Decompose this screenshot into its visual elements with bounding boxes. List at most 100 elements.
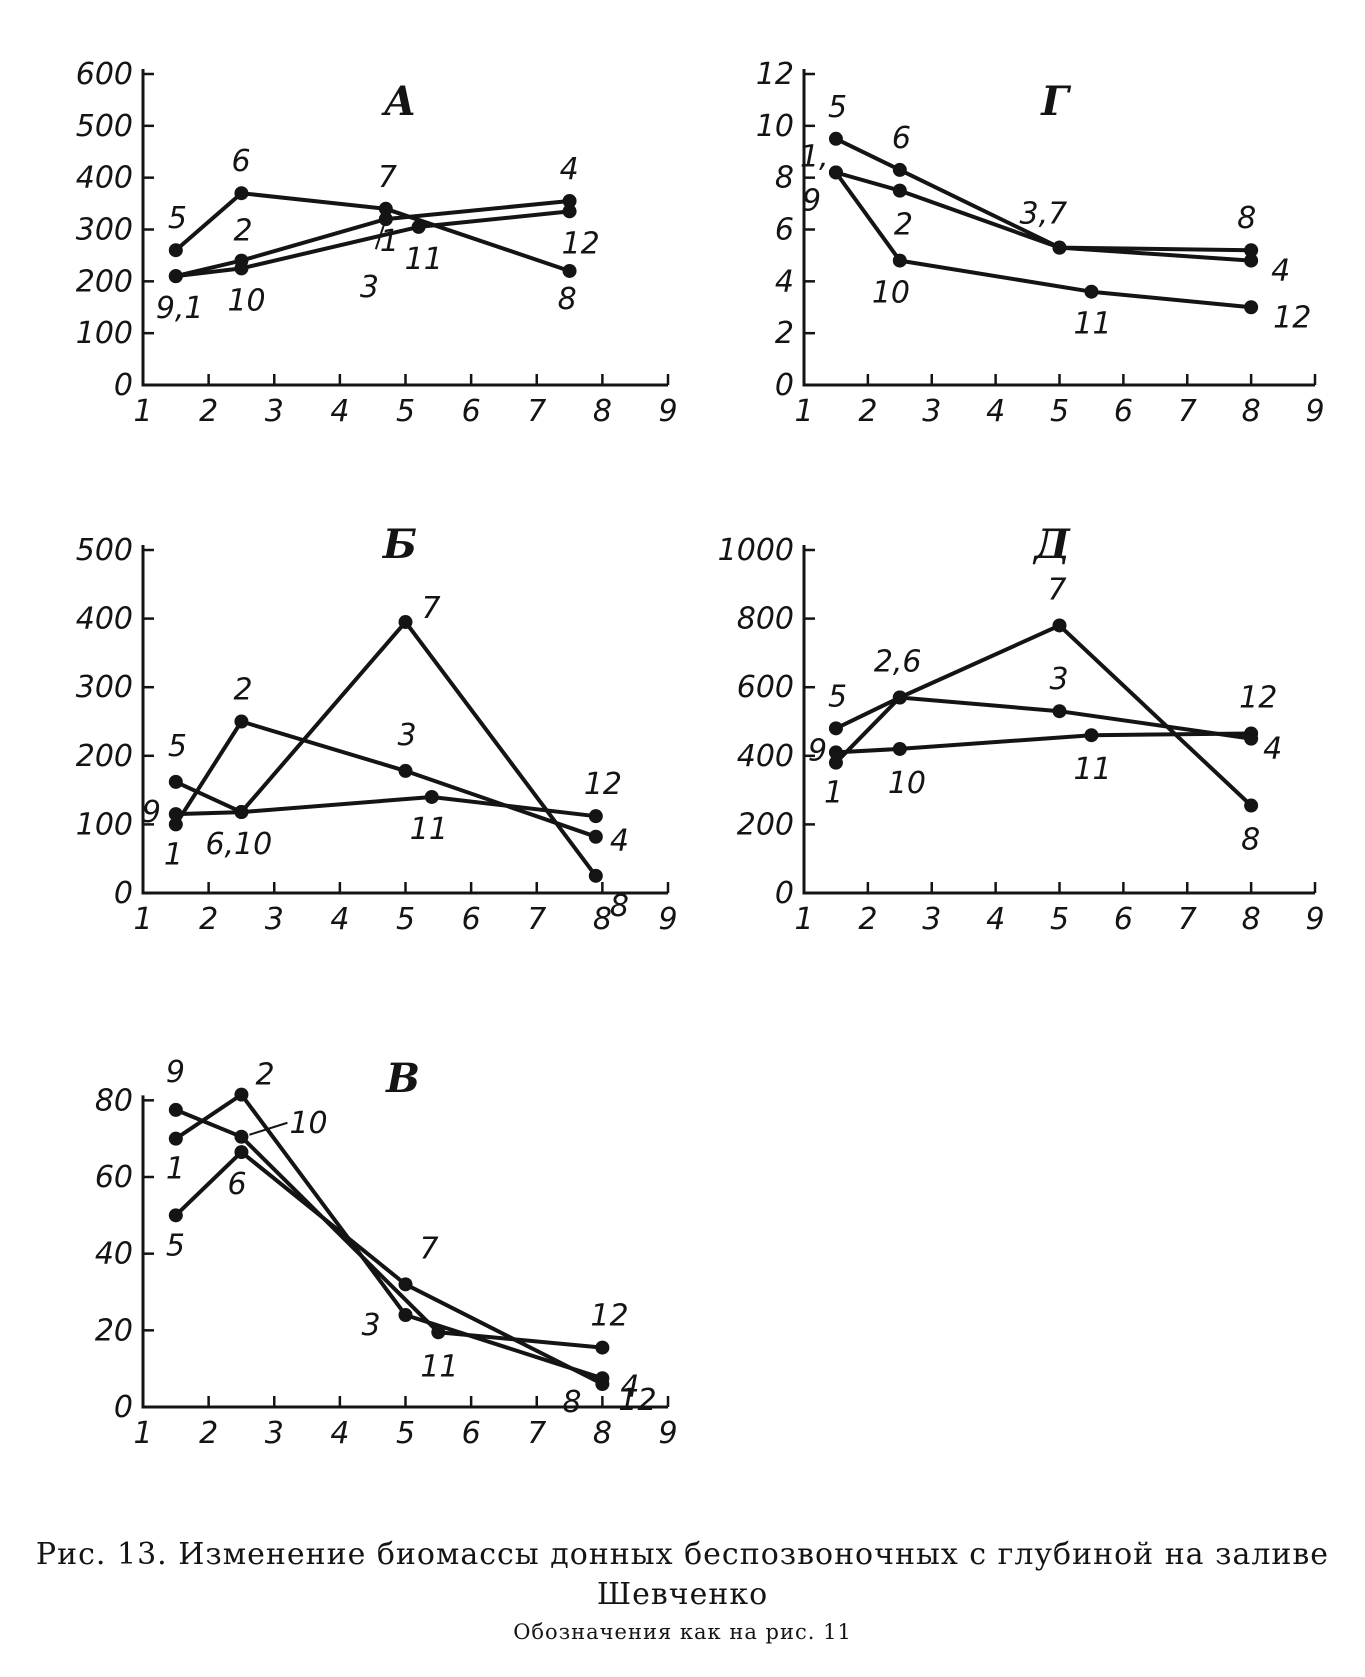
data-point	[588, 868, 603, 883]
y-tick-label: 100	[76, 807, 133, 842]
series-line-3	[175, 1108, 603, 1350]
point-label: 9,1	[156, 291, 204, 326]
x-tick-label: 7	[1178, 902, 1197, 937]
point-label: 3	[398, 718, 417, 753]
y-tick-label: 800	[737, 602, 794, 637]
data-point	[892, 183, 907, 198]
point-label: 1,	[800, 139, 829, 174]
data-point	[168, 1102, 183, 1117]
point-label: 7	[420, 1231, 439, 1266]
point-label: 10	[888, 766, 926, 801]
point-label: 4	[1263, 732, 1282, 767]
data-point	[168, 817, 183, 832]
point-label: 7	[378, 160, 397, 195]
data-point	[168, 1208, 183, 1223]
data-point	[398, 1308, 413, 1322]
point-label: 5	[168, 201, 187, 236]
y-tick-label: 600	[76, 57, 133, 92]
figure-note: Обозначения как на рис. 11	[513, 1620, 852, 1644]
x-tick-label: 5	[396, 1416, 415, 1451]
y-tick-label: 600	[737, 670, 794, 705]
series-line-3	[834, 171, 1252, 310]
point-label: 9	[166, 1055, 185, 1090]
y-tick-label: 80	[95, 1083, 133, 1118]
point-label: 6	[227, 1167, 246, 1202]
series-line-3	[175, 209, 570, 279]
point-label: 2,6	[874, 644, 922, 679]
panel-letter: В	[385, 1055, 420, 1102]
point-label: 12	[618, 1383, 656, 1418]
series-line-2	[835, 137, 1252, 253]
point-label: 8	[1241, 823, 1260, 858]
data-point	[168, 1131, 183, 1146]
x-tick-label: 3	[265, 1416, 284, 1451]
data-point	[828, 131, 843, 146]
y-tick-label: 10	[756, 109, 794, 144]
point-label: 12	[584, 767, 622, 802]
data-point	[1244, 253, 1259, 268]
x-tick-label: 4	[330, 394, 349, 429]
leader-line	[249, 1121, 288, 1136]
point-label: 11	[420, 1349, 458, 1384]
y-tick-label: 0	[114, 368, 133, 403]
y-tick-label: 40	[95, 1237, 133, 1272]
data-point	[398, 615, 413, 630]
point-label: 9	[142, 795, 161, 830]
panel-letter: Д	[1032, 521, 1071, 568]
point-label: 6	[231, 144, 250, 179]
y-tick-label: 6	[775, 213, 794, 248]
data-point	[892, 162, 907, 177]
point-label: 6	[892, 121, 911, 156]
x-tick-label: 7	[527, 394, 546, 429]
panel-letter: Г	[1040, 78, 1071, 125]
point-label: 10	[872, 276, 910, 311]
data-point	[398, 1277, 413, 1292]
panel-letter: Б	[382, 521, 417, 568]
x-tick-label: 3	[922, 902, 941, 937]
point-label: 4	[1271, 254, 1290, 289]
x-tick-label: 4	[330, 902, 349, 937]
data-point	[588, 829, 603, 844]
data-point	[168, 243, 183, 258]
data-point	[168, 807, 183, 822]
data-point	[378, 212, 393, 227]
data-point	[562, 193, 577, 208]
point-label: 2	[894, 208, 913, 243]
point-label: 11	[410, 812, 448, 847]
data-point	[588, 809, 603, 824]
x-tick-label: 6	[462, 902, 481, 937]
point-label: 5	[828, 90, 847, 125]
data-point	[828, 165, 843, 180]
y-tick-label: 0	[775, 368, 794, 403]
data-point	[234, 1145, 249, 1160]
data-point	[1244, 300, 1259, 315]
point-label: 3,7	[1020, 197, 1068, 232]
data-point	[411, 219, 426, 234]
panel-letter: А	[381, 78, 417, 125]
point-label: 1	[164, 837, 183, 872]
y-tick-label: 100	[76, 316, 133, 351]
x-tick-label: 4	[986, 902, 1005, 937]
point-label: 2	[255, 1058, 274, 1093]
x-tick-label: 1	[794, 394, 813, 429]
y-tick-label: 4	[775, 264, 794, 299]
point-label: 2	[233, 673, 252, 708]
y-tick-label: 500	[76, 109, 133, 144]
series-line-1	[174, 719, 597, 839]
series-line-1	[834, 695, 1252, 765]
point-label: 6,10	[205, 827, 272, 862]
point-label: 4	[610, 824, 629, 859]
point-label: 4	[560, 152, 579, 187]
x-tick-label: 2	[858, 902, 877, 937]
x-tick-label: 1	[133, 902, 152, 937]
x-tick-label: 8	[593, 394, 612, 429]
y-tick-label: 300	[76, 213, 133, 248]
series-line-2	[835, 623, 1253, 807]
x-tick-label: 8	[1242, 394, 1261, 429]
point-label: 8	[562, 1385, 581, 1420]
x-tick-label: 6	[462, 394, 481, 429]
